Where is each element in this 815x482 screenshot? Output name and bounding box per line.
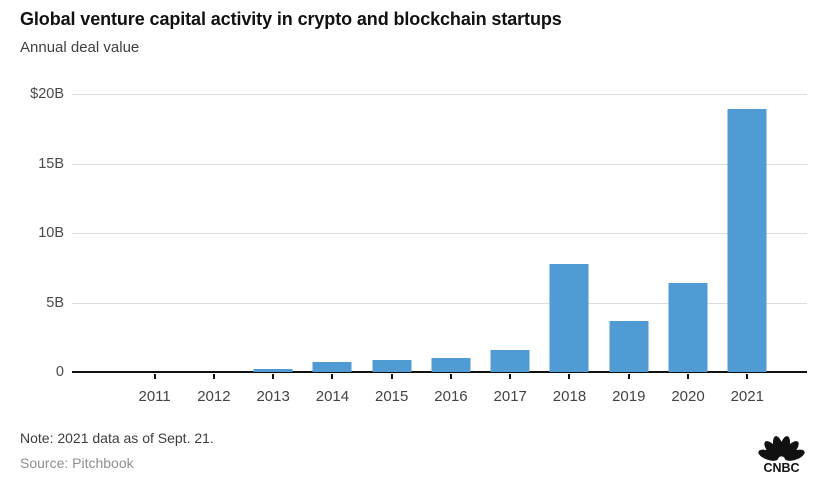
y-axis-tick-label: 15B: [38, 155, 64, 172]
x-axis-label: 2012: [197, 388, 231, 405]
bar-2019: [609, 320, 649, 372]
x-axis-tick: [272, 374, 275, 379]
gridline-5: [72, 302, 807, 304]
chart-column-2016: 2016: [421, 94, 480, 405]
bar-2020: [668, 283, 708, 372]
x-axis-label: 2017: [493, 388, 527, 405]
chart-column-2012: 2012: [184, 94, 243, 405]
x-axis-tick: [509, 374, 512, 379]
x-axis-tick: [212, 374, 215, 379]
x-axis-line: [72, 371, 807, 373]
plot-area: 2011 2012 2013 2014 2015 2016 2017 2018 2019 2020…: [72, 94, 807, 405]
chart-column-2015: 2015: [362, 94, 421, 405]
chart-column-2011: 2011: [125, 94, 184, 405]
chart-column-2013: 2013: [244, 94, 303, 405]
x-axis-tick: [153, 374, 156, 379]
y-axis-tick-label: 5B: [46, 294, 64, 311]
page-subtitle: Annual deal value: [20, 39, 140, 56]
bar-2021: [727, 109, 767, 372]
x-axis-label: 2021: [730, 388, 764, 405]
bar-2017: [490, 349, 530, 372]
chart-column-2014: 2014: [303, 94, 362, 405]
x-axis-tick: [331, 374, 334, 379]
x-axis-tick: [390, 374, 393, 379]
x-axis-label: 2015: [375, 388, 409, 405]
page-title: Global venture capital activity in crypt…: [20, 9, 562, 29]
chart-column-2018: 2018: [540, 94, 599, 405]
x-axis-label: 2011: [138, 388, 171, 405]
chart-column-2019: 2019: [599, 94, 658, 405]
y-axis-tick-label: 0: [55, 364, 64, 380]
bar-2015: [372, 359, 412, 372]
y-axis-tick-label: $20B: [30, 86, 64, 102]
x-axis-tick: [687, 374, 690, 379]
chart-column-2017: 2017: [481, 94, 540, 405]
chart-column-2020: 2020: [658, 94, 717, 405]
bar-2013: [253, 369, 293, 372]
bars-row: 2011 2012 2013 2014 2015 2016 2017 2018 2019 2020…: [125, 94, 777, 405]
cnbc-wordmark: CNBC: [763, 461, 799, 473]
source-text: Source: Pitchbook: [20, 455, 134, 471]
x-axis-tick: [568, 374, 571, 379]
x-axis-tick: [746, 374, 749, 379]
x-axis-label: 2020: [671, 388, 705, 405]
y-axis-tick-label: 10B: [38, 225, 64, 241]
y-axis: $20B 15B 10B 5B 0: [0, 86, 64, 380]
x-axis-label: 2018: [552, 388, 587, 405]
gridline-10: [72, 233, 807, 234]
x-axis-label: 2014: [315, 388, 350, 405]
bar-2018: [549, 263, 589, 372]
x-axis-label: 2019: [612, 388, 646, 405]
gridline-20: [72, 94, 807, 95]
bar-2014: [312, 362, 352, 372]
cnbc-logo: CNBC: [758, 436, 805, 473]
peacock-icon: [758, 436, 805, 461]
x-axis-label: 2013: [256, 388, 290, 405]
x-axis-tick: [627, 374, 630, 379]
x-axis-label: 2016: [434, 388, 468, 405]
bar-2016: [431, 358, 471, 372]
gridline-15: [72, 163, 807, 165]
x-axis-tick: [449, 374, 452, 379]
note-text: Note: 2021 data as of Sept. 21.: [20, 430, 214, 446]
chart-column-2021: 2021: [718, 94, 777, 405]
